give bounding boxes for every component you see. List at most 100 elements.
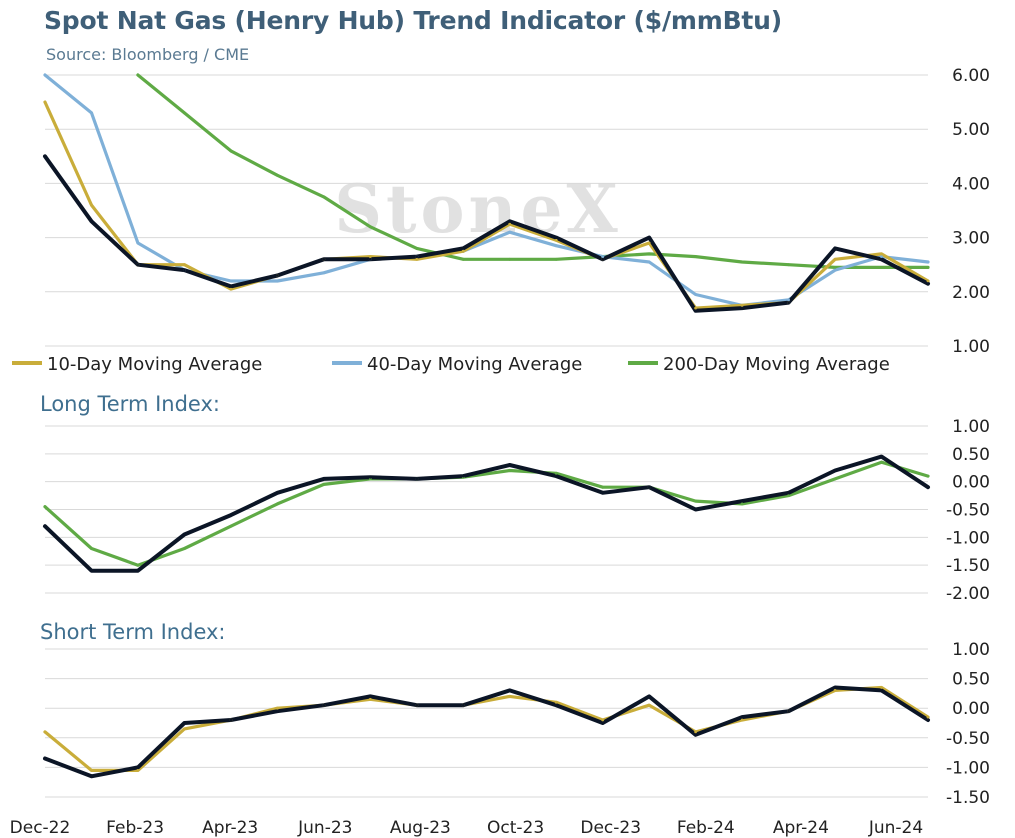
data-point-ma40 [926, 260, 930, 264]
data-point-ma40 [880, 255, 883, 258]
data-point-price [694, 733, 697, 737]
watermark: StoneX [334, 170, 621, 248]
series-line-price [43, 685, 930, 779]
data-point-price [368, 257, 372, 261]
data-point-price [90, 219, 93, 223]
x-tick-label: Feb-23 [106, 818, 164, 838]
data-point-ma10 [368, 697, 372, 701]
legend-item-ma200: 200-Day Moving Average [628, 354, 890, 375]
y-tick-label: 6.00 [952, 66, 990, 86]
data-point-price [322, 257, 326, 261]
legend-label: 40-Day Moving Average [367, 354, 582, 375]
data-point-price [415, 703, 419, 707]
data-point-price [43, 757, 47, 760]
data-point-ma10 [183, 727, 186, 731]
data-point-ma200 [508, 469, 512, 472]
data-point-price [461, 703, 465, 707]
x-tick-label: Apr-23 [202, 818, 258, 838]
data-point-price [229, 718, 233, 722]
data-point-ma200 [43, 505, 47, 509]
y-tick-label: -1.50 [946, 788, 990, 808]
data-point-price [183, 721, 186, 725]
data-point-ma200 [694, 255, 697, 258]
data-point-price [276, 709, 279, 713]
data-point-price [926, 282, 930, 286]
data-point-ma10 [276, 706, 279, 710]
y-tick-label: 0.50 [952, 670, 990, 690]
data-point-price [508, 463, 512, 467]
x-tick-label: Aug-23 [390, 818, 451, 838]
data-point-price [601, 257, 605, 261]
data-point-ma200 [368, 225, 372, 229]
series-line-ma200 [43, 460, 930, 567]
data-point-ma200 [647, 252, 651, 256]
series-line-price [43, 154, 930, 313]
data-point-ma200 [740, 260, 744, 264]
data-point-ma200 [554, 471, 558, 475]
data-point-ma40 [229, 279, 233, 283]
x-tick-label: Oct-23 [487, 818, 544, 838]
price-panel: 1.00 2.00 3.00 4.00 5.00 6.00 [43, 66, 990, 357]
data-point-price [601, 721, 605, 725]
data-point-price [415, 477, 419, 481]
data-point-ma10 [90, 769, 93, 772]
data-point-ma200 [90, 547, 93, 550]
data-point-ma40 [787, 298, 790, 302]
y-tick-label: -1.00 [946, 758, 990, 778]
data-point-ma200 [601, 485, 605, 489]
y-tick-label: 5.00 [952, 120, 990, 140]
x-tick-label: Feb-24 [677, 818, 735, 838]
x-tick-label: Dec-23 [580, 818, 641, 838]
data-point-price [694, 309, 697, 313]
series-line-price [43, 454, 930, 573]
data-point-ma10 [926, 715, 930, 719]
x-tick-label: Jun-23 [297, 818, 352, 838]
data-point-price [229, 285, 233, 288]
data-point-price [787, 709, 790, 713]
data-point-price [43, 154, 47, 158]
data-point-ma200 [926, 266, 930, 269]
y-tick-label: -1.50 [946, 556, 990, 576]
y-tick-label: -0.50 [946, 729, 990, 749]
data-point-price [461, 247, 465, 250]
y-tick-label: 0.50 [952, 445, 990, 465]
data-point-price [880, 257, 883, 261]
data-point-price [740, 306, 744, 310]
data-point-ma40 [694, 293, 697, 296]
chart-title: Spot Nat Gas (Henry Hub) Trend Indicator… [44, 6, 783, 35]
data-point-ma200 [276, 173, 279, 177]
data-point-ma10 [43, 100, 47, 104]
data-point-ma200 [880, 460, 883, 464]
data-point-ma200 [183, 111, 186, 115]
data-point-price [880, 689, 883, 692]
x-tick-label: Dec-22 [10, 818, 71, 838]
y-tick-label: 4.00 [952, 174, 990, 194]
data-point-ma10 [43, 730, 47, 734]
data-point-ma10 [461, 249, 465, 253]
data-point-ma40 [322, 271, 326, 275]
data-point-price [276, 491, 279, 495]
data-point-ma200 [136, 563, 140, 567]
x-tick-label: Apr-24 [773, 818, 829, 838]
data-point-price [926, 485, 930, 489]
data-point-ma200 [787, 494, 790, 497]
data-point-ma40 [647, 260, 651, 264]
data-point-price [461, 474, 465, 478]
data-point-ma10 [647, 703, 651, 707]
y-tick-label: 1.00 [952, 640, 990, 660]
data-point-ma200 [787, 263, 790, 267]
data-point-ma40 [508, 230, 512, 234]
data-point-ma200 [461, 257, 465, 261]
data-point-ma40 [136, 241, 140, 245]
data-point-ma40 [90, 111, 93, 115]
data-point-ma10 [647, 241, 651, 245]
data-point-ma200 [229, 149, 233, 153]
data-point-ma10 [880, 252, 883, 256]
data-point-ma10 [554, 700, 558, 704]
legend-item-ma10: 10-Day Moving Average [12, 354, 262, 375]
chart-source: Source: Bloomberg / CME [46, 45, 250, 64]
data-point-ma10 [833, 689, 837, 692]
data-point-ma10 [415, 257, 419, 261]
data-point-price [833, 686, 837, 689]
data-point-price [787, 491, 790, 495]
